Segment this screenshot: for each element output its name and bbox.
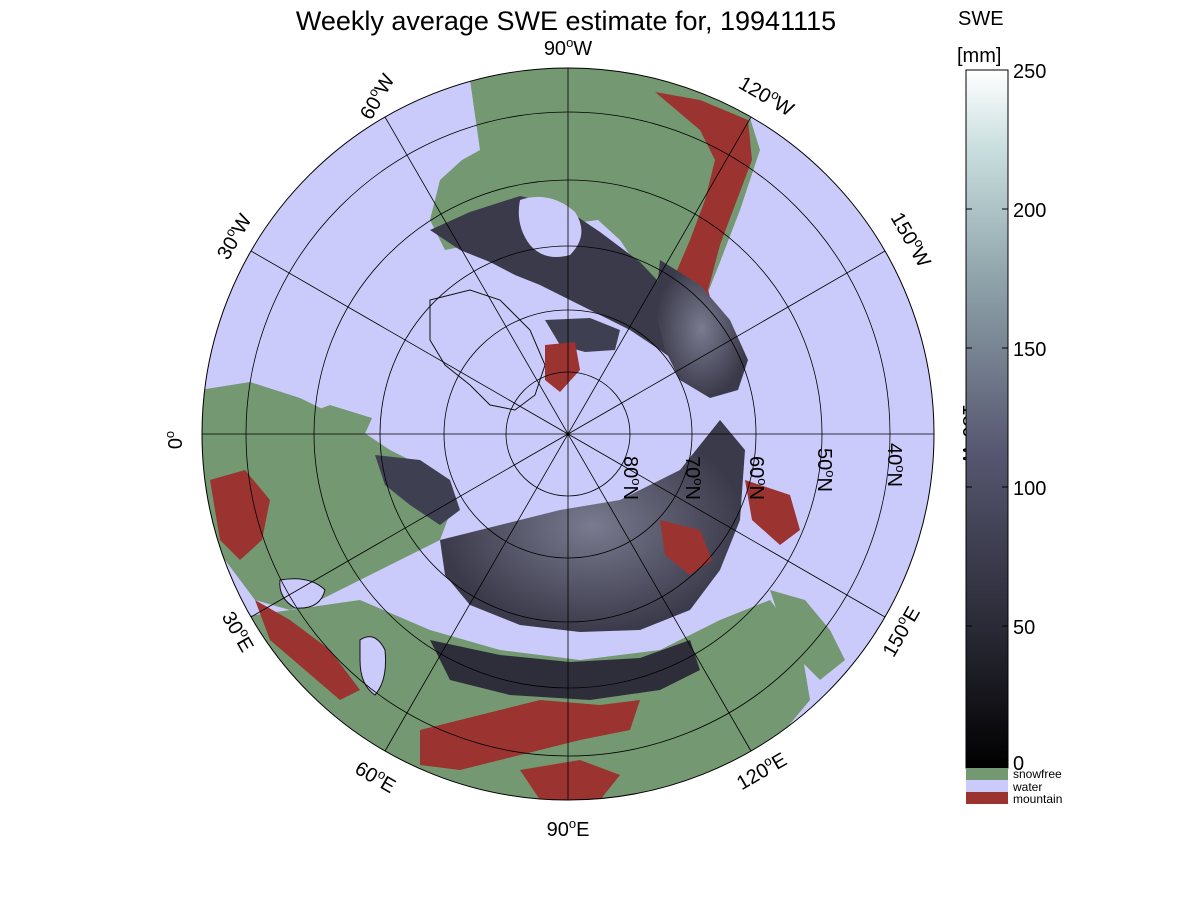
latitude-labels: 80oN 70oN 60oN 50oN 40oN bbox=[619, 443, 908, 500]
colorbar-tick-250: 250 bbox=[1013, 61, 1046, 83]
legend-swatch-water bbox=[966, 780, 1008, 792]
legend-label-mountain: mountain bbox=[1013, 792, 1062, 806]
lat-label-50n: 50oN bbox=[813, 448, 838, 492]
colorbar-tick-50: 50 bbox=[1013, 617, 1035, 639]
lon-label-90e: 90oE bbox=[547, 816, 590, 841]
lon-label-150w: 150oW bbox=[886, 207, 937, 271]
lat-label-70n: 70oN bbox=[681, 456, 706, 500]
lon-label-90w: 90oW bbox=[544, 35, 592, 60]
lat-label-40n: 40oN bbox=[883, 443, 908, 487]
europe-land bbox=[202, 382, 455, 610]
colorbar-tick-100: 100 bbox=[1013, 478, 1046, 500]
canada-snow-cover bbox=[430, 196, 710, 372]
baffin-mountain bbox=[545, 342, 580, 392]
scandinavia-snow bbox=[375, 455, 460, 525]
lon-label-0: 0o bbox=[162, 431, 187, 449]
alaska-snow-cover bbox=[655, 260, 748, 398]
colorbar: SWE [mm] 250 200 150 100 50 0 snowfree w… bbox=[957, 8, 1062, 806]
caspian-sea bbox=[359, 636, 386, 696]
himalaya-mountain bbox=[420, 700, 640, 770]
legend-swatch-mountain bbox=[966, 792, 1008, 804]
map-boundary bbox=[201, 67, 935, 801]
polar-map bbox=[201, 67, 935, 801]
kamchatka-land bbox=[770, 590, 845, 680]
map-title: Weekly average SWE estimate for, 1994111… bbox=[296, 6, 836, 36]
colorbar-gradient bbox=[965, 69, 1009, 769]
greenland bbox=[429, 289, 546, 411]
scandinavia-land bbox=[290, 405, 372, 455]
north-america-land bbox=[430, 68, 760, 330]
hudson-bay bbox=[518, 196, 582, 258]
legend-label-snowfree: snowfree bbox=[1013, 767, 1062, 781]
colorbar-tick-marks bbox=[966, 69, 1008, 627]
colorbar-label-unit: [mm] bbox=[957, 45, 1001, 67]
meridian-grid bbox=[202, 68, 934, 800]
lon-label-60e: 60oE bbox=[351, 755, 401, 798]
siberia-snow-cover bbox=[440, 420, 745, 632]
central-asia-snow bbox=[430, 640, 700, 700]
legend-label-water: water bbox=[1012, 780, 1042, 794]
colorbar-label-swe: SWE bbox=[958, 8, 1004, 30]
colorbar-tick-150: 150 bbox=[1013, 339, 1046, 361]
europe-east-mountain bbox=[255, 600, 360, 700]
alps-mountain bbox=[210, 470, 270, 560]
lat-label-80n: 80oN bbox=[619, 456, 644, 500]
tibet-mountain bbox=[520, 760, 620, 800]
far-east-mountain bbox=[745, 480, 800, 545]
legend-swatch-snowfree bbox=[966, 768, 1008, 780]
colorbar-tick-0: 0 bbox=[1013, 753, 1024, 775]
lat-label-60n: 60oN bbox=[745, 456, 770, 500]
colorbar-tick-200: 200 bbox=[1013, 200, 1046, 222]
black-sea bbox=[279, 578, 326, 609]
east-siberia-mountain bbox=[660, 520, 712, 575]
